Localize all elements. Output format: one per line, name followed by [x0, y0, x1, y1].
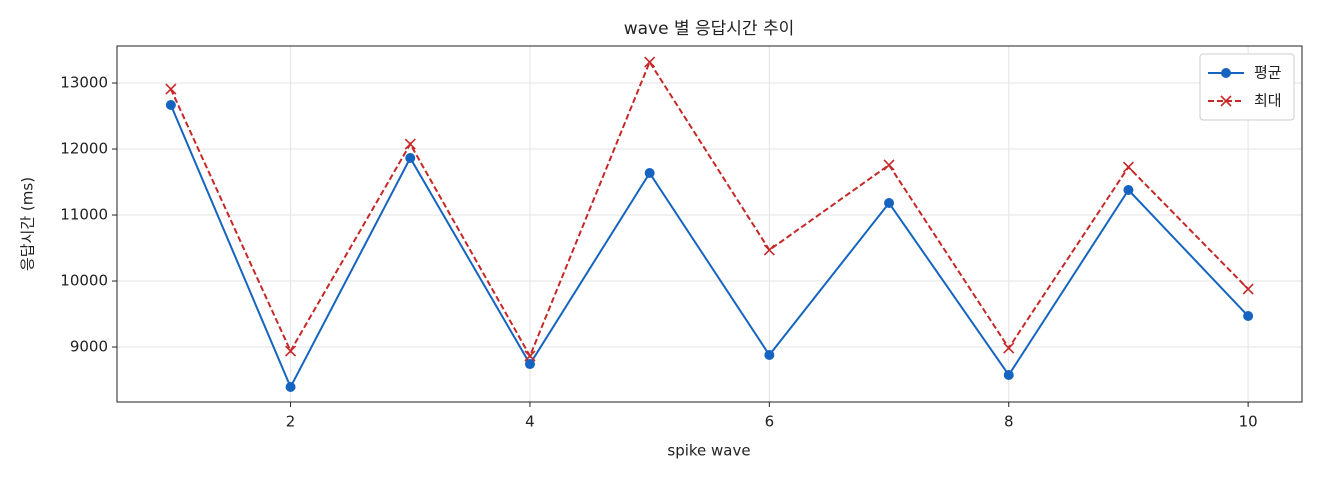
marker-stroke: [883, 159, 895, 171]
marker: [1243, 311, 1254, 322]
x-tick-label: 6: [765, 413, 775, 431]
marker: [1123, 185, 1134, 196]
marker: [165, 100, 176, 111]
marker-stroke: [763, 244, 775, 256]
y-tick-label: 13000: [60, 74, 108, 92]
marker: [524, 350, 536, 362]
marker: [1003, 370, 1014, 381]
legend-marker: [1220, 95, 1232, 107]
y-axis-label: 응답시간 (ms): [19, 177, 37, 271]
x-tick-label: 8: [1004, 413, 1014, 431]
marker-stroke: [644, 56, 656, 68]
chart-title: wave 별 응답시간 추이: [624, 19, 795, 39]
marker: [284, 345, 297, 357]
marker: [764, 350, 775, 361]
marker-stroke: [1122, 161, 1135, 173]
marker: [884, 198, 895, 209]
legend-label: 최대: [1254, 92, 1282, 110]
series-line: [169, 59, 1249, 359]
legend-label: 평균: [1254, 64, 1282, 82]
x-axis-label: spike wave: [667, 442, 750, 460]
marker: [1242, 283, 1254, 295]
marker: [524, 359, 535, 370]
x-tick-label: 4: [525, 413, 535, 431]
marker: [1122, 161, 1135, 173]
marker-stroke: [284, 345, 297, 357]
marker: [644, 168, 655, 179]
x-tick-label: 10: [1239, 413, 1258, 431]
marker: [1003, 342, 1015, 354]
marker: [165, 83, 177, 95]
series-line: [169, 104, 1249, 390]
y-tick-label: 10000: [60, 272, 108, 290]
y-tick-label: 11000: [60, 206, 108, 224]
marker-stroke: [1242, 283, 1254, 295]
marker: [405, 153, 416, 164]
y-tick-label: 12000: [60, 140, 108, 158]
marker: [644, 56, 656, 68]
legend-marker: [1221, 68, 1231, 78]
y-tick-label: 9000: [70, 338, 108, 356]
marker: [883, 159, 895, 171]
marker-stroke: [165, 83, 177, 95]
marker-stroke: [1003, 342, 1015, 354]
x-tick-label: 2: [286, 413, 296, 431]
plot-frame: [116, 45, 1303, 403]
marker: [763, 244, 775, 256]
marker-stroke: [404, 138, 416, 150]
marker: [285, 382, 296, 393]
marker: [404, 138, 416, 150]
marker-stroke: [524, 350, 536, 362]
